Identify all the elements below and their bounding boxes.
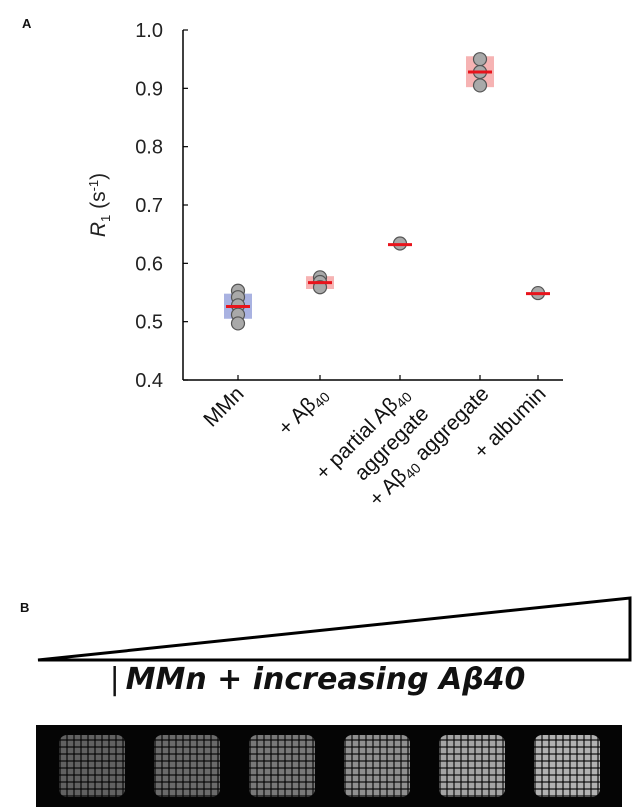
y-tick-label: 0.4	[135, 370, 163, 392]
x-tick-label: MMn	[199, 382, 248, 431]
mri-phantom-tube	[343, 735, 410, 797]
mri-phantom-tube	[153, 735, 220, 797]
wedge-shape	[37, 596, 632, 662]
mri-phantom-tube	[438, 735, 505, 797]
y-tick-label: 0.5	[135, 312, 163, 334]
y-tick-label: 0.7	[135, 195, 163, 217]
increasing-abeta-banner: | MMn + increasing Aβ40	[0, 662, 635, 697]
y-tick-label: 0.9	[135, 78, 163, 100]
data-point	[230, 316, 246, 331]
panel-label-b: B	[20, 600, 30, 615]
y-tick-label: 0.8	[135, 137, 163, 159]
y-axis-label: R1 (s-1)	[86, 173, 113, 237]
mri-phantom-tube	[533, 735, 600, 797]
panel-label-a: A	[22, 16, 32, 31]
mri-phantom-strip	[36, 725, 622, 807]
data-point	[472, 78, 488, 93]
r1-scatter-chart: 0.40.50.60.70.80.91.0R1 (s-1)MMn + Aβ40+ …	[86, 20, 563, 511]
banner-text: MMn + increasing Aβ40	[125, 662, 526, 697]
mri-phantom-tube	[248, 735, 315, 797]
y-tick-label: 1.0	[135, 20, 163, 42]
y-tick-label: 0.6	[135, 253, 163, 275]
data-point	[472, 52, 488, 67]
x-tick-label: + Aβ40	[274, 382, 333, 441]
banner-bar: |	[109, 662, 120, 697]
increasing-concentration-triangle	[37, 596, 632, 662]
mri-phantom-tube	[58, 735, 125, 797]
